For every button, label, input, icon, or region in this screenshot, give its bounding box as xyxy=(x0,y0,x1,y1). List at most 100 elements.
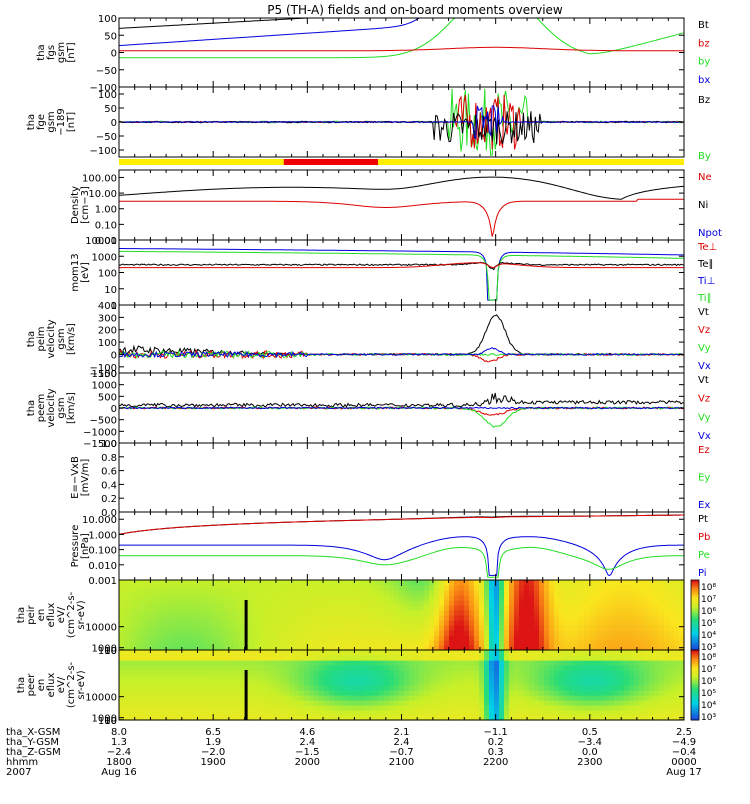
heatmap-cell xyxy=(569,670,575,676)
heatmap-cell xyxy=(509,590,515,596)
heatmap-cell xyxy=(354,660,360,666)
heatmap-cell xyxy=(289,595,295,601)
heatmap-cell xyxy=(264,580,270,586)
heatmap-cell xyxy=(304,610,310,616)
heatmap-cell xyxy=(439,610,445,616)
heatmap-cell xyxy=(189,585,195,591)
heatmap-cell xyxy=(439,655,445,661)
heatmap-cell xyxy=(254,600,260,606)
heatmap-cell xyxy=(249,585,255,591)
heatmap-cell xyxy=(284,670,290,676)
heatmap-cell xyxy=(209,600,215,606)
heatmap-cell xyxy=(499,665,505,671)
heatmap-cell xyxy=(309,615,315,621)
heatmap-cell xyxy=(639,690,645,696)
heatmap-cell xyxy=(254,590,260,596)
heatmap-cell xyxy=(514,630,520,636)
heatmap-cell xyxy=(424,635,430,641)
heatmap-cell xyxy=(574,670,580,676)
heatmap-cell xyxy=(549,690,555,696)
heatmap-cell xyxy=(129,600,135,606)
heatmap-cell xyxy=(359,700,365,706)
heatmap-cell xyxy=(229,640,235,646)
heatmap-cell xyxy=(329,705,335,711)
heatmap-cell xyxy=(264,700,270,706)
heatmap-cell xyxy=(339,695,345,701)
heatmap-cell xyxy=(519,675,525,681)
heatmap-cell xyxy=(399,660,405,666)
heatmap-cell xyxy=(189,635,195,641)
heatmap-cell xyxy=(409,620,415,626)
heatmap-cell xyxy=(559,705,565,711)
heatmap-cell xyxy=(209,635,215,641)
heatmap-cell xyxy=(549,695,555,701)
heatmap-cell xyxy=(569,585,575,591)
heatmap-cell xyxy=(194,715,200,721)
heatmap-cell xyxy=(539,655,545,661)
heatmap-cell xyxy=(169,600,175,606)
heatmap-cell xyxy=(304,580,310,586)
x-gsm-value: 8.0 xyxy=(111,727,127,738)
heatmap-cell xyxy=(389,695,395,701)
panel-frame xyxy=(118,442,685,513)
heatmap-cell xyxy=(129,660,135,666)
heatmap-cell xyxy=(509,675,515,681)
heatmap-cell xyxy=(564,585,570,591)
heatmap-cell xyxy=(454,680,460,686)
heatmap-cell xyxy=(559,655,565,661)
heatmap-cell xyxy=(364,645,370,651)
heatmap-cell xyxy=(129,635,135,641)
heatmap-cell xyxy=(129,625,135,631)
heatmap-cell xyxy=(174,715,180,721)
heatmap-cell xyxy=(134,660,140,666)
heatmap-cell xyxy=(284,655,290,661)
heatmap-cell xyxy=(329,640,335,646)
heatmap-cell xyxy=(484,600,490,606)
heatmap-cell xyxy=(349,625,355,631)
heatmap-cell xyxy=(154,715,160,721)
heatmap-cell xyxy=(544,630,550,636)
heatmap-cell xyxy=(504,670,510,676)
heatmap-cell xyxy=(229,580,235,586)
heatmap-cell xyxy=(509,595,515,601)
colorbar-segment xyxy=(691,653,699,656)
heatmap-cell xyxy=(329,690,335,696)
heatmap-cell xyxy=(424,595,430,601)
heatmap-cell xyxy=(624,670,630,676)
heatmap-cell xyxy=(134,675,140,681)
heatmap-cell xyxy=(654,600,660,606)
heatmap-cell xyxy=(214,585,220,591)
heatmap-cell xyxy=(174,620,180,626)
heatmap-cell xyxy=(599,640,605,646)
heatmap-cell xyxy=(344,595,350,601)
heatmap-cell xyxy=(409,660,415,666)
heatmap-cell xyxy=(204,620,210,626)
heatmap-cell xyxy=(394,615,400,621)
y-tick-label: 0.10 xyxy=(95,220,117,231)
heatmap-cell xyxy=(529,610,535,616)
heatmap-cell xyxy=(229,690,235,696)
heatmap-cell xyxy=(364,605,370,611)
heatmap-cell xyxy=(289,675,295,681)
heatmap-cell xyxy=(234,715,240,721)
heatmap-cell xyxy=(584,705,590,711)
heatmap-cell xyxy=(499,630,505,636)
heatmap-cell xyxy=(324,650,330,656)
heatmap-cell xyxy=(504,600,510,606)
heatmap-cell xyxy=(584,645,590,651)
heatmap-cell xyxy=(139,685,145,691)
heatmap-cell xyxy=(454,670,460,676)
heatmap-cell xyxy=(639,695,645,701)
heatmap-cell xyxy=(434,655,440,661)
heatmap-cell xyxy=(654,645,660,651)
y-tick-label: 0.010 xyxy=(88,561,117,572)
heatmap-cell xyxy=(274,680,280,686)
z-gsm-value: 0.0 xyxy=(582,747,598,758)
heatmap-cell xyxy=(314,710,320,716)
heatmap-cell xyxy=(369,590,375,596)
heatmap-cell xyxy=(269,590,275,596)
heatmap-cell xyxy=(609,605,615,611)
heatmap-cell xyxy=(174,625,180,631)
heatmap-cell xyxy=(639,625,645,631)
y-axis-label: tha xyxy=(26,114,37,130)
